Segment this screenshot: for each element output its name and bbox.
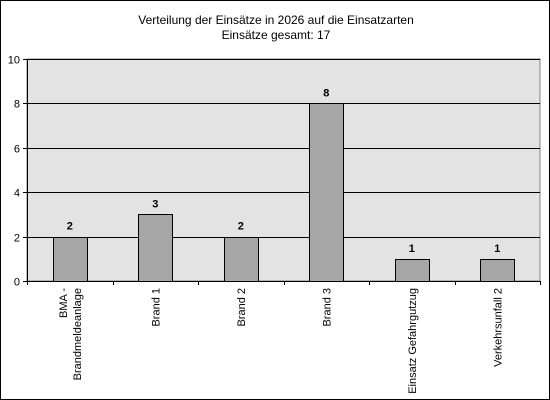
x-tick-label: Verkehrsunfall 2 — [492, 288, 504, 367]
y-tick-label: 10 — [8, 55, 20, 67]
bar — [480, 259, 515, 282]
chart-subtitle: Einsätze gesamt: 17 — [221, 28, 331, 42]
x-tick-label-line: BMA - — [58, 288, 70, 318]
x-tick-label-line: Brand 1 — [150, 288, 162, 327]
x-tick-label-line: Einsatz Gefahrgutzug — [407, 288, 419, 394]
y-tick-label: 0 — [14, 277, 20, 289]
gridlines — [27, 59, 540, 238]
data-label: 3 — [152, 198, 158, 210]
x-tick-label: Brand 1 — [150, 288, 162, 327]
data-label: 1 — [409, 243, 415, 255]
y-tick-label: 6 — [14, 144, 20, 156]
bar — [138, 214, 173, 282]
bar — [309, 103, 344, 282]
y-tick-label: 2 — [14, 233, 20, 245]
x-tick-label: Einsatz Gefahrgutzug — [407, 288, 419, 394]
bars — [53, 103, 515, 282]
bar — [395, 259, 430, 282]
x-tick-label-line: Brand 2 — [236, 288, 248, 327]
x-tick-label: Brand 3 — [321, 288, 333, 327]
plot-area — [26, 58, 541, 282]
data-labels: 2 3 2 8 1 1 — [67, 87, 501, 254]
bar — [53, 237, 88, 282]
data-label: 2 — [238, 221, 244, 233]
y-tick-label: 8 — [14, 99, 20, 111]
data-label: 8 — [323, 87, 329, 99]
x-tick-label-line: Verkehrsunfall 2 — [492, 288, 504, 367]
data-label: 1 — [494, 243, 500, 255]
chart-title: Verteilung der Einsätze in 2026 auf die … — [138, 13, 414, 27]
data-label: 2 — [67, 221, 73, 233]
x-tick-label-line: Brand 3 — [321, 288, 333, 327]
x-tick-label-line: Brandmeldeanlage — [72, 288, 84, 380]
bar — [224, 237, 259, 282]
y-axis: 0 2 4 6 8 10 — [8, 55, 28, 289]
x-axis: BMA - Brandmeldeanlage Brand 1 Brand 2 Brand… — [27, 281, 541, 394]
x-tick-label: BMA - Brandmeldeanlage — [58, 288, 84, 381]
x-tick-label: Brand 2 — [236, 288, 248, 327]
y-tick-label: 4 — [14, 188, 20, 200]
